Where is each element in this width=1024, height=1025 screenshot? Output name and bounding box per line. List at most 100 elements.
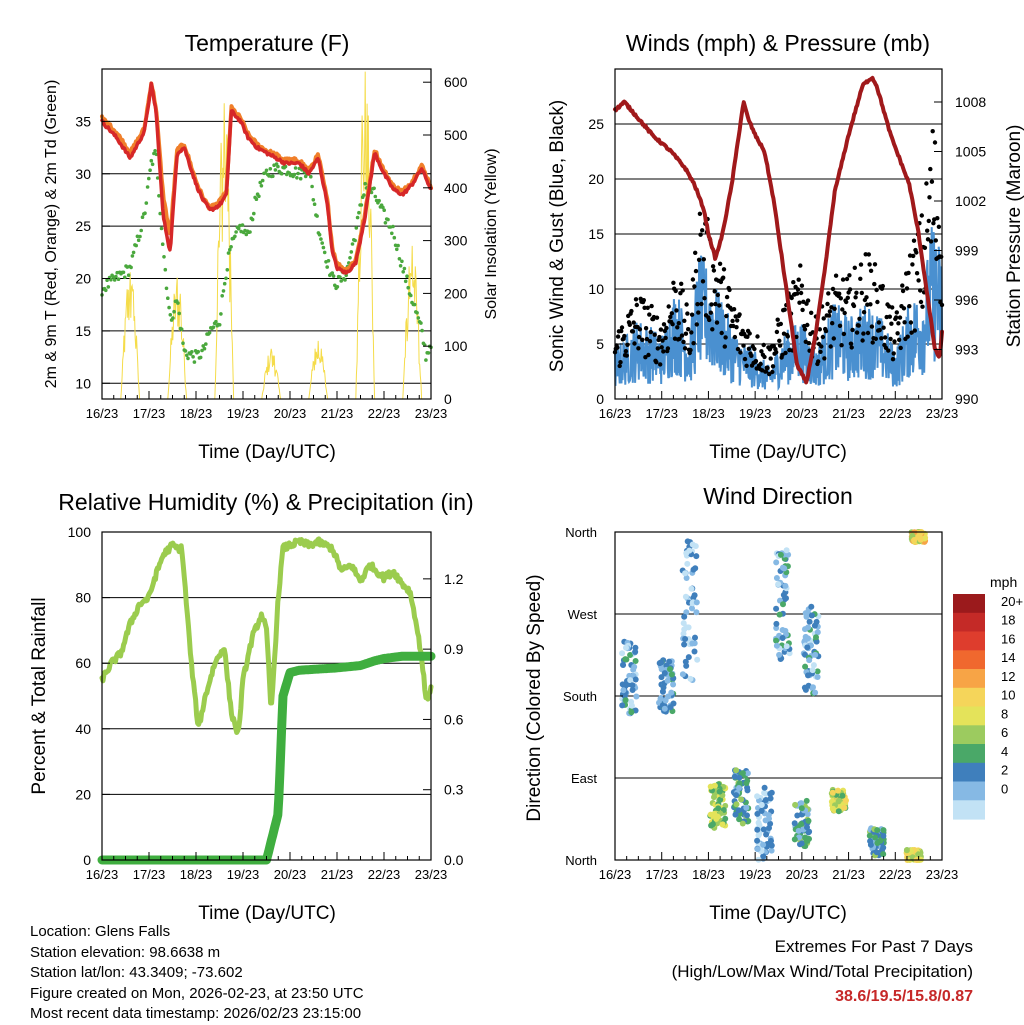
direction-point — [683, 609, 690, 616]
dewpoint-point — [273, 168, 278, 172]
direction-points — [619, 529, 929, 863]
dewpoint-point — [320, 241, 325, 245]
gust-point — [785, 334, 790, 339]
dewpoint-point — [157, 194, 161, 198]
precipitation-line — [97, 651, 436, 865]
direction-point — [679, 671, 686, 678]
gust-point — [875, 299, 880, 305]
dewpoint-point — [163, 267, 168, 272]
precip-y2tick-label: 0.3 — [444, 782, 464, 798]
gust-point — [747, 331, 752, 336]
direction-point — [760, 826, 767, 833]
dewpoint-point — [234, 230, 238, 234]
gust-point — [774, 350, 779, 355]
gust-point — [695, 302, 700, 307]
direction-point — [880, 827, 887, 834]
humidity-xtick-label: 17/23 — [133, 867, 166, 882]
gust-point — [658, 327, 664, 332]
dewpoint-point — [150, 162, 155, 167]
solar-y2tick-label: 0 — [444, 391, 452, 407]
temperature-xtick-label: 21/23 — [321, 406, 354, 421]
direction-point — [783, 547, 790, 554]
direction-point — [684, 560, 691, 567]
gust-point — [777, 338, 782, 343]
dewpoint-point — [126, 273, 131, 278]
gust-point — [868, 268, 874, 273]
gust-point — [696, 257, 702, 262]
direction-point — [629, 687, 636, 693]
gust-point — [910, 262, 915, 267]
direction-point — [768, 847, 775, 854]
direction-point — [758, 801, 765, 808]
direction-xlabel: Time (Day/UTC) — [709, 903, 847, 924]
gust-point — [647, 312, 652, 317]
temperature-frame — [101, 68, 432, 400]
gust-point — [685, 311, 690, 316]
gust-point — [741, 343, 746, 348]
dewpoint-point — [183, 349, 188, 353]
gust-point — [738, 350, 743, 355]
gust-point — [752, 346, 757, 352]
direction-point — [683, 624, 690, 631]
gust-point — [671, 280, 676, 285]
direction-point — [773, 642, 780, 649]
gust-point — [890, 305, 895, 310]
direction-xtick-label: 17/23 — [645, 867, 678, 882]
direction-point — [619, 702, 626, 709]
gust-point — [707, 317, 712, 323]
gust-point — [643, 326, 649, 331]
gust-point — [762, 354, 767, 360]
extremes-box: Extremes For Past 7 Days (High/Low/Max W… — [672, 934, 973, 1009]
direction-point — [773, 559, 780, 566]
gust-point — [709, 302, 714, 307]
gust-point — [623, 349, 629, 354]
figure-created: Figure created on Mon, 2026-02-23, at 23… — [30, 984, 364, 1002]
direction-point — [768, 842, 775, 849]
direction-point — [813, 618, 820, 625]
solar-ylabel: Solar Insolation (Yellow) — [483, 148, 500, 319]
dewpoint-point — [226, 251, 231, 255]
direction-point — [760, 853, 767, 860]
direction-point — [768, 789, 775, 796]
temperature-xtick-label: 23/23 — [415, 406, 448, 421]
gust-point — [858, 262, 864, 267]
direction-point — [744, 812, 750, 819]
gust-point — [661, 322, 667, 327]
gust-point — [721, 267, 727, 272]
humidity-ylabel: Percent & Total Rainfall — [29, 597, 50, 794]
gust-point — [693, 268, 699, 274]
gust-point — [710, 327, 715, 332]
gust-point — [832, 306, 837, 311]
gust-point — [898, 345, 903, 351]
direction-point — [691, 648, 698, 655]
dewpoint-point — [217, 323, 222, 327]
dewpoint-point — [326, 259, 331, 263]
legend-swatch — [953, 594, 985, 614]
gust-point — [721, 275, 726, 280]
wind-ytick-label: 5 — [596, 336, 604, 352]
humidity-xlabel: Time (Day/UTC) — [198, 903, 336, 924]
winds-xlabel: Time (Day/UTC) — [709, 442, 847, 463]
direction-ylabel: Direction (Colored By Speed) — [524, 574, 545, 821]
dewpoint-point — [295, 176, 299, 180]
direction-point — [805, 829, 812, 836]
gust-point — [749, 353, 754, 358]
station-location: Location: Glens Falls — [30, 923, 171, 940]
winds-series — [612, 75, 945, 392]
dewpoint-point — [112, 278, 117, 282]
gust-point — [826, 313, 832, 318]
gust-point — [897, 337, 902, 342]
gust-point — [681, 339, 686, 345]
gust-point — [874, 287, 879, 293]
direction-xtick-label: 20/23 — [786, 867, 819, 882]
gust-point — [805, 298, 811, 303]
gust-point — [618, 360, 623, 365]
direction-point — [687, 675, 694, 682]
direction-point — [809, 667, 816, 674]
direction-point — [632, 648, 639, 655]
dewpoint-point — [171, 316, 175, 320]
gust-point — [865, 330, 871, 336]
direction-point — [691, 592, 698, 599]
gust-point — [859, 290, 864, 296]
